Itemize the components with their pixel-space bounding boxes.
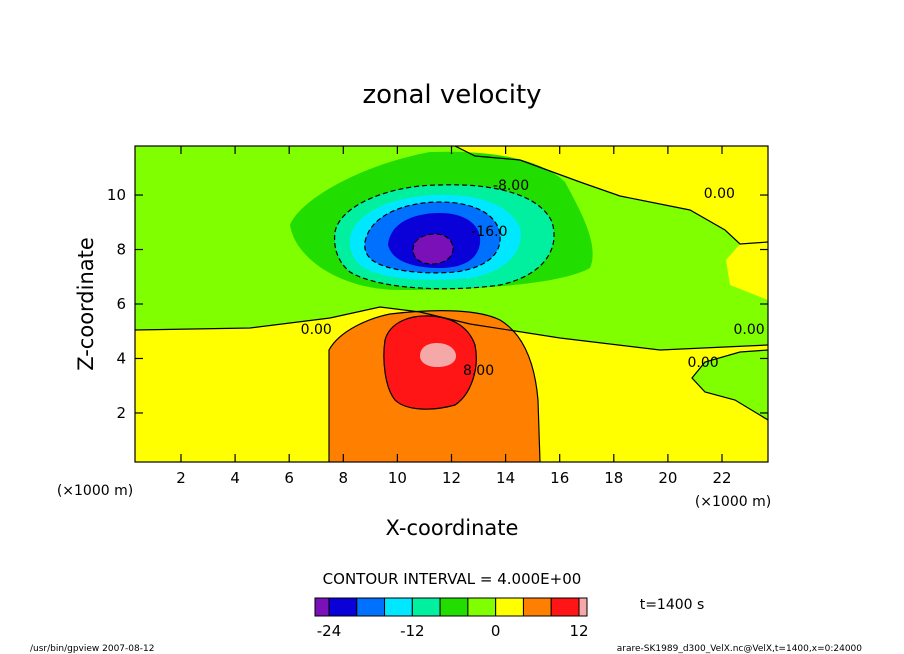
colorbar: -24 -12 0 12	[314, 597, 589, 640]
y-tick-label: 4	[116, 349, 126, 367]
colorbar-tick-label: -12	[400, 622, 425, 640]
colorbar-swatch	[314, 597, 330, 617]
contour-neg8	[333, 184, 555, 290]
field-band-min-core	[413, 234, 454, 264]
y-tick-label: 2	[116, 404, 126, 422]
colorbar-swatch	[356, 597, 386, 617]
time-label: t=1400 s	[640, 597, 705, 613]
x-tick-label: 14	[496, 469, 515, 487]
contour-label: 0.00	[301, 322, 332, 338]
x-tick-label: 12	[442, 469, 461, 487]
colorbar-tick-label: -24	[317, 622, 342, 640]
field-band-green-patch	[692, 350, 768, 420]
contour-interval-label: CONTOUR INTERVAL = 4.000E+00	[323, 570, 582, 588]
contour-label: 0.00	[733, 322, 764, 338]
x-tick-label: 22	[712, 469, 731, 487]
contour-labels: -8.00 -16.0 0.00 0.00 0.00 0.00 8.00	[301, 178, 765, 379]
colorbar-swatch	[411, 597, 441, 617]
colorbar-tick-label: 12	[569, 622, 588, 640]
x-tick-label: 10	[388, 469, 407, 487]
x-tick-label: 20	[658, 469, 677, 487]
y-axis-title: Z-coordinate	[74, 237, 98, 371]
y-unit-label: (×1000 m)	[57, 483, 133, 499]
colorbar-swatch	[578, 597, 588, 617]
contour-zero-right	[454, 146, 768, 245]
colorbar-swatch	[550, 597, 580, 617]
y-tick-label: 8	[116, 241, 126, 259]
colorbar-swatch	[467, 597, 497, 617]
x-tick-label: 6	[284, 469, 294, 487]
x-tick-label: 16	[550, 469, 569, 487]
contour-pos8	[383, 315, 477, 410]
footer-right: arare-SK1989_d300_VelX.nc@VelX,t=1400,x=…	[617, 644, 862, 654]
y-tick-label: 6	[116, 295, 126, 313]
colorbar-swatch	[328, 597, 358, 617]
contour-neg16	[364, 201, 501, 274]
colorbar-swatch	[384, 597, 413, 617]
plot-area: -8.00 -16.0 0.00 0.00 0.00 0.00 8.00 2 4 6 8 10 12 1…	[107, 145, 769, 487]
x-tick-label: 18	[604, 469, 623, 487]
contour-zero-patch	[691, 349, 768, 421]
field-band-yellow-pocket	[455, 146, 768, 244]
x-axis-title: X-coordinate	[386, 516, 519, 540]
contour-zero-lower	[328, 310, 541, 462]
colorbar-swatch	[495, 597, 524, 617]
x-tick-label: 2	[176, 469, 186, 487]
contour-label: -16.0	[471, 224, 507, 240]
x-tick-label: 8	[339, 469, 349, 487]
colorbar-swatch	[439, 597, 469, 617]
contour-label: 8.00	[463, 363, 494, 379]
chart-title: zonal velocity	[362, 80, 541, 110]
y-tick-label: 10	[107, 186, 126, 204]
contour-label: 0.00	[704, 186, 735, 202]
colorbar-tick-label: 0	[491, 622, 501, 640]
colorbar-swatch	[522, 597, 552, 617]
contour-zero-upper	[135, 306, 768, 351]
x-tick-label: 4	[230, 469, 240, 487]
footer-left: /usr/bin/gpview 2007-08-12	[30, 644, 154, 654]
field-band-max-core	[420, 343, 456, 367]
contour-label: 0.00	[687, 355, 718, 371]
contour-label: -8.00	[493, 178, 529, 194]
x-unit-label: (×1000 m)	[695, 494, 771, 510]
contour-neg24	[412, 233, 454, 265]
